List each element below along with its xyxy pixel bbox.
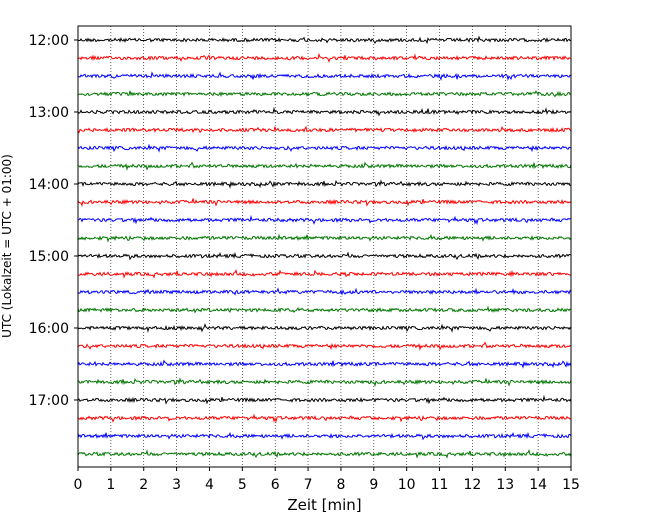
x-tick-label-8: 8 [336, 477, 345, 493]
x-tick-label-12: 12 [463, 477, 481, 493]
y-axis-label: UTC (Lokalzeit = UTC + 01:00) [0, 154, 14, 338]
trace-2 [77, 71, 572, 81]
trace-22 [77, 431, 572, 441]
grid-lines [110, 26, 539, 467]
x-tick-label-0: 0 [74, 477, 83, 493]
plot-frame [77, 25, 572, 468]
y-tick-label-3: 15:00 [29, 249, 69, 265]
trace-5 [77, 125, 572, 134]
x-tick-label-1: 1 [106, 477, 115, 493]
trace-14 [77, 287, 572, 296]
trace-13 [77, 269, 572, 279]
trace-8 [77, 179, 572, 189]
x-tick-label-13: 13 [496, 477, 514, 493]
trace-10 [77, 214, 571, 226]
trace-7 [77, 161, 572, 172]
y-tick-label-1: 13:00 [29, 105, 69, 121]
trace-21 [77, 413, 572, 424]
x-tick-label-6: 6 [271, 477, 280, 493]
x-tick-label-7: 7 [304, 477, 313, 493]
x-tick-label-4: 4 [205, 477, 214, 493]
y-tick-label-2: 14:00 [29, 177, 69, 193]
x-axis-label: Zeit [min] [287, 496, 361, 514]
trace-6 [77, 143, 572, 153]
seismic-traces [77, 35, 572, 459]
trace-20 [77, 394, 572, 405]
x-tick-label-2: 2 [139, 477, 148, 493]
trace-9 [77, 198, 572, 207]
trace-11 [77, 233, 572, 243]
y-tick-label-0: 12:00 [29, 33, 69, 49]
trace-17 [77, 341, 572, 352]
y-axis-ticks: 12:00 13:00 14:00 15:00 16:00 17:00 [29, 33, 78, 409]
x-tick-label-11: 11 [431, 477, 449, 493]
trace-16 [77, 323, 572, 333]
x-axis-ticks: 0 1 2 3 4 5 6 7 8 9 10 11 12 13 14 15 [74, 467, 580, 493]
trace-15 [77, 305, 572, 314]
x-tick-label-10: 10 [398, 477, 416, 493]
x-tick-label-14: 14 [529, 477, 547, 493]
x-tick-label-3: 3 [172, 477, 181, 493]
trace-4 [77, 106, 572, 117]
y-tick-label-5: 17:00 [29, 393, 69, 409]
trace-1 [77, 52, 572, 63]
trace-23 [77, 449, 572, 459]
x-tick-label-9: 9 [369, 477, 378, 493]
trace-19 [77, 377, 572, 387]
trace-3 [77, 90, 572, 98]
x-tick-label-5: 5 [238, 477, 247, 493]
y-tick-label-4: 16:00 [29, 321, 69, 337]
x-tick-label-15: 15 [562, 477, 580, 493]
trace-18 [77, 359, 572, 369]
trace-0 [77, 35, 572, 45]
trace-12 [77, 251, 572, 261]
